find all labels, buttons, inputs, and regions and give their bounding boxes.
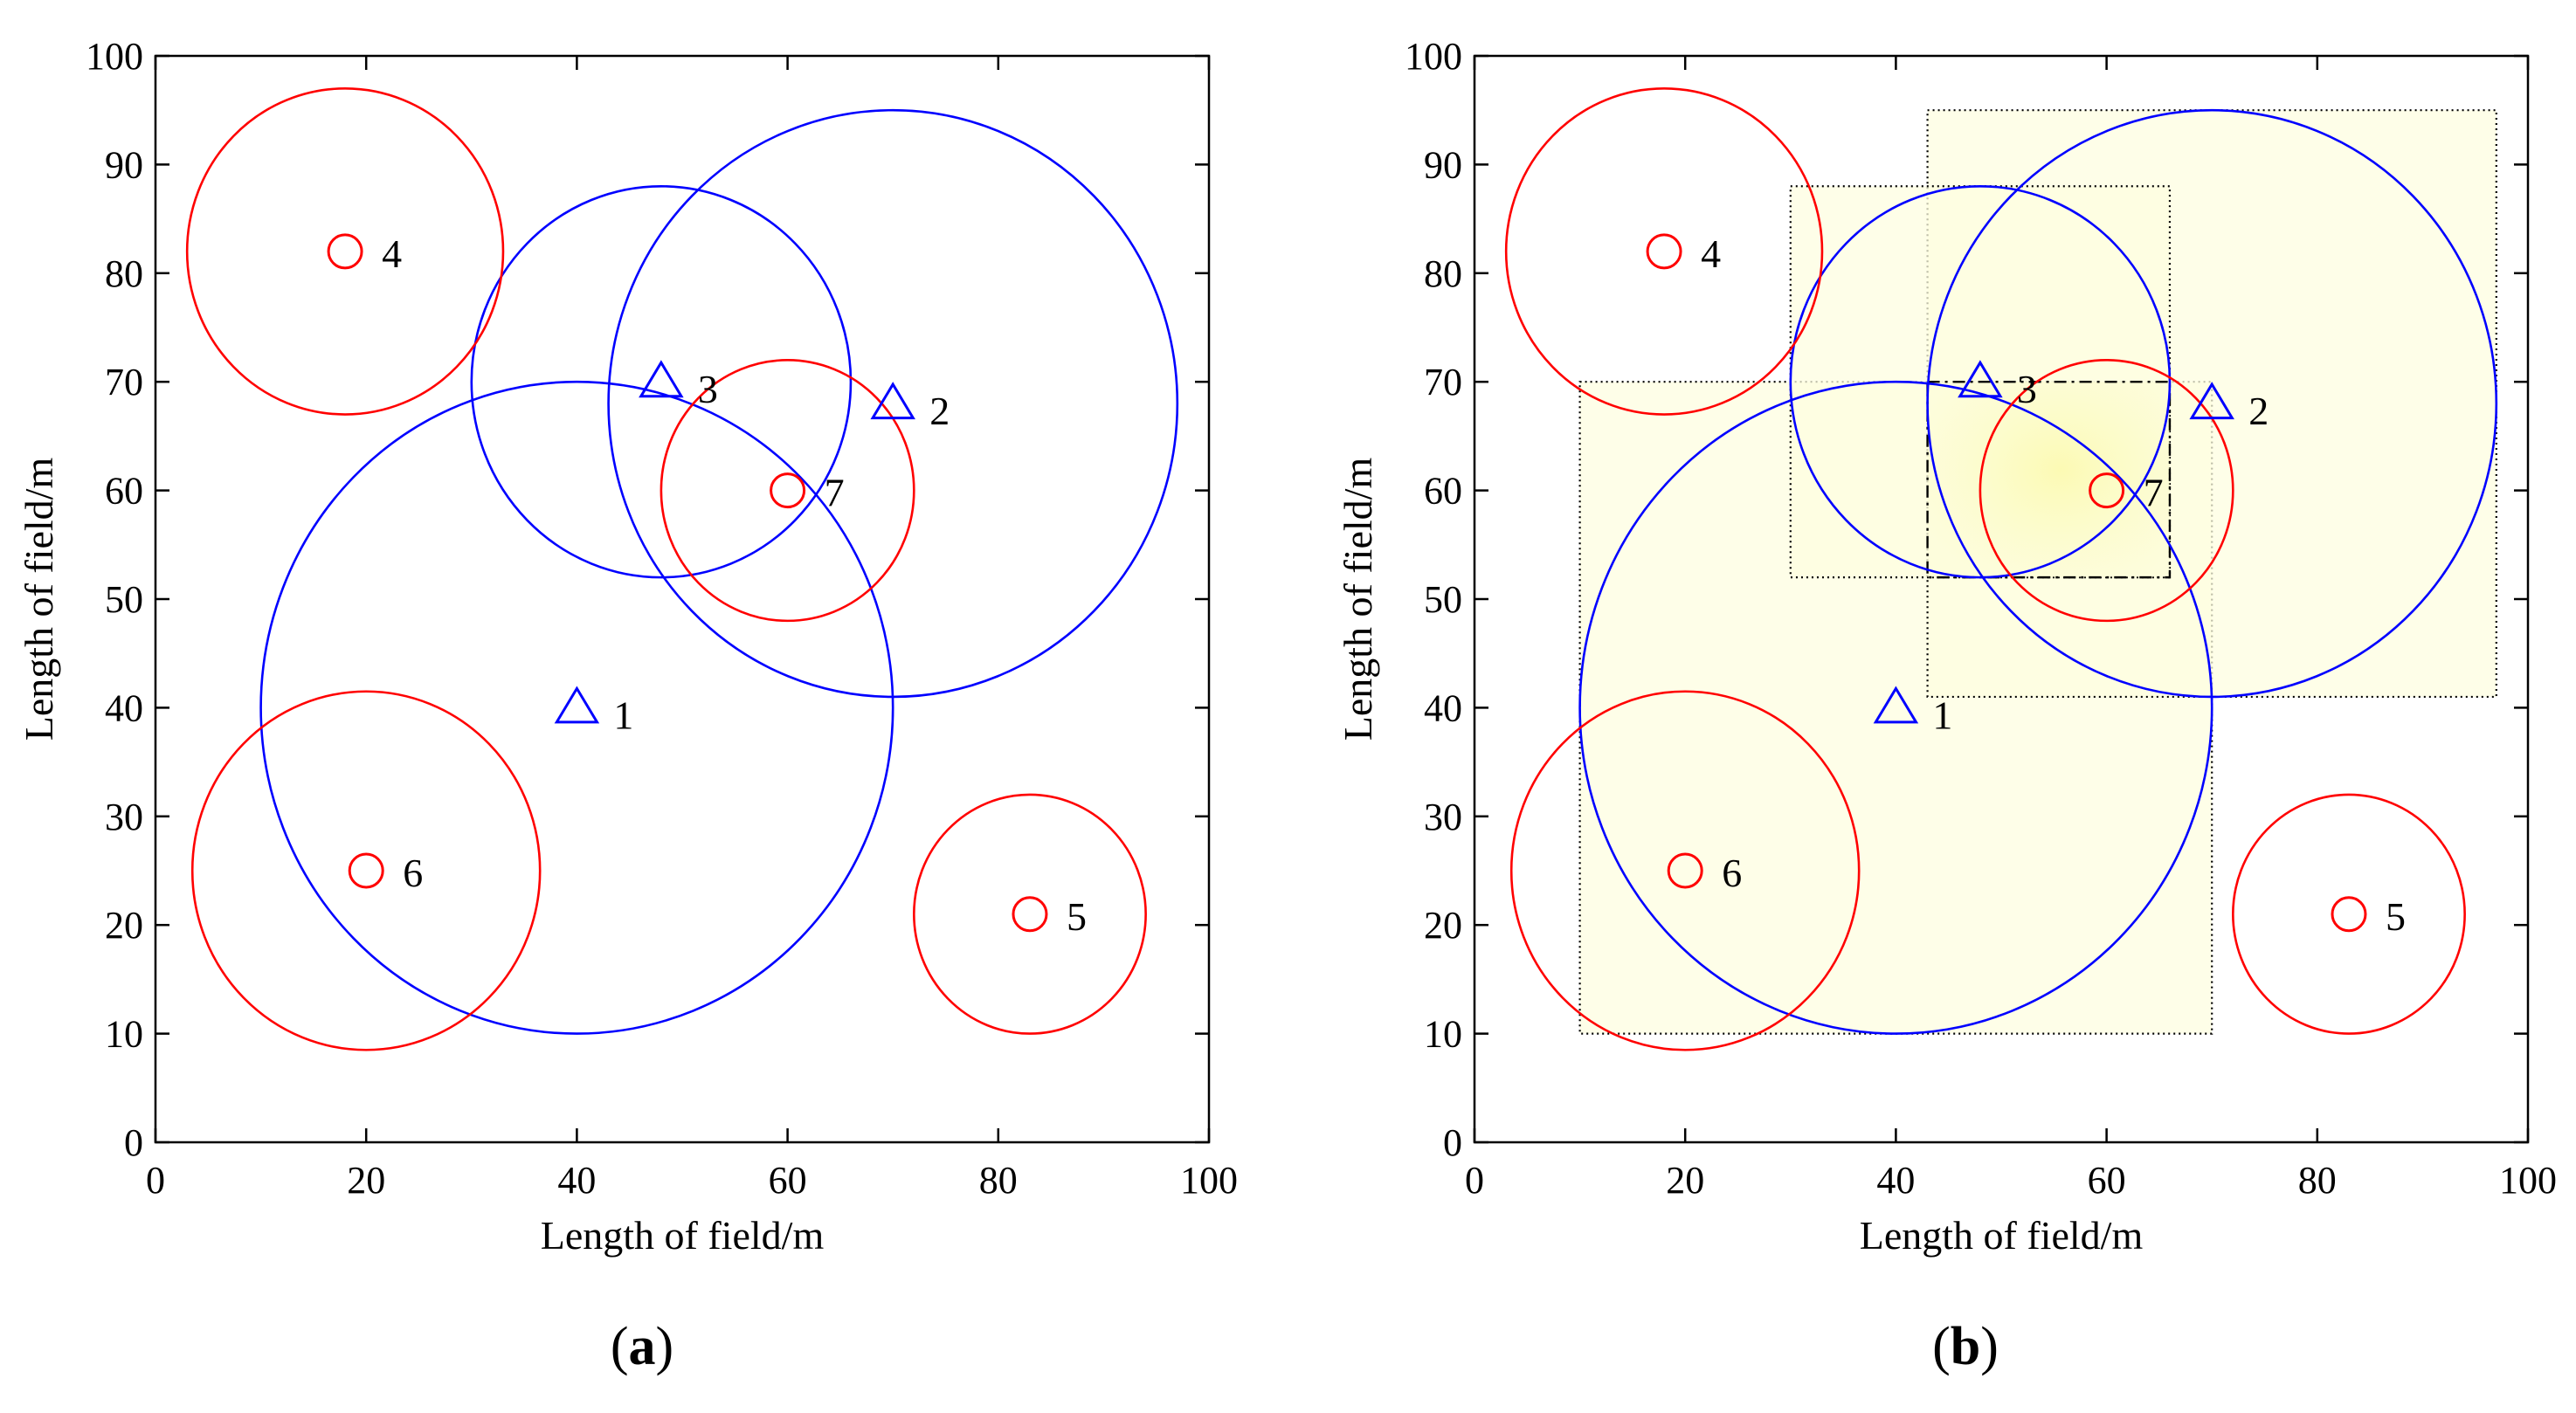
bounding-box-intersection <box>1926 381 2172 579</box>
y-tick-label: 20 <box>105 904 143 947</box>
y-tick-label: 80 <box>1424 252 1462 295</box>
caption-a: (a) <box>611 1317 673 1376</box>
node-marker-5 <box>2331 896 2367 933</box>
x-tick-label: 80 <box>2298 1159 2337 1202</box>
anchor-label-2: 2 <box>2248 389 2269 433</box>
node-range-circle-4 <box>1504 87 1824 416</box>
anchor-range-circle-1 <box>1578 380 2213 1035</box>
node-range-circle-7 <box>660 359 915 623</box>
node-marker-4 <box>1646 233 1682 270</box>
node-marker-7 <box>2089 472 2125 509</box>
node-range-circle-4 <box>185 87 505 416</box>
y-tick-label: 10 <box>105 1013 143 1056</box>
anchor-marker-3 <box>639 360 684 398</box>
y-tick-label: 0 <box>124 1121 143 1164</box>
node-label-6: 6 <box>1722 851 1742 895</box>
y-tick-label: 60 <box>1424 470 1462 513</box>
y-tick-label: 70 <box>105 361 143 403</box>
node-range-circle-6 <box>190 690 542 1051</box>
y-tick-label: 100 <box>1405 35 1462 78</box>
x-tick-label: 60 <box>769 1159 807 1202</box>
x-tick-label: 100 <box>2499 1159 2557 1202</box>
anchor-label-3: 3 <box>2017 367 2037 411</box>
x-tick-label: 60 <box>2088 1159 2126 1202</box>
y-tick-label: 0 <box>1443 1121 1462 1164</box>
anchor-range-circle-1 <box>259 380 894 1035</box>
node-range-circle-6 <box>1509 690 1861 1051</box>
x-tick-label: 100 <box>1180 1159 1238 1202</box>
caption-b: (b) <box>1932 1317 1999 1376</box>
node-marker-6 <box>1667 852 1703 889</box>
node-label-5: 5 <box>1067 894 1087 939</box>
x-tick-label: 40 <box>557 1159 596 1202</box>
x-tick-label: 0 <box>1465 1159 1484 1202</box>
x-tick-label: 0 <box>146 1159 165 1202</box>
x-axis-label: Length of field/m <box>1860 1213 2144 1258</box>
node-marker-5 <box>1012 896 1048 933</box>
x-tick-label: 80 <box>979 1159 1018 1202</box>
y-tick-label: 50 <box>105 578 143 621</box>
node-range-circle-5 <box>2232 793 2466 1035</box>
y-axis-label: Length of field/m <box>17 458 61 741</box>
y-tick-label: 30 <box>105 796 143 838</box>
anchor-marker-2 <box>2189 382 2234 420</box>
y-tick-label: 40 <box>105 686 143 729</box>
y-tick-label: 90 <box>1424 143 1462 186</box>
y-tick-label: 90 <box>105 143 143 186</box>
node-label-7: 7 <box>2144 471 2164 515</box>
node-marker-7 <box>770 472 806 509</box>
node-label-4: 4 <box>1701 231 1721 276</box>
anchor-range-circle-3 <box>1789 184 2172 579</box>
x-tick-label: 40 <box>1876 1159 1915 1202</box>
y-axis-label: Length of field/m <box>1336 458 1380 741</box>
anchor-range-circle-2 <box>1926 108 2498 699</box>
y-tick-label: 20 <box>1424 904 1462 947</box>
anchor-marker-1 <box>1873 686 1919 724</box>
anchor-range-circle-2 <box>607 108 1179 699</box>
node-range-circle-7 <box>1979 359 2234 623</box>
anchor-range-circle-3 <box>470 184 853 579</box>
x-tick-label: 20 <box>1666 1159 1704 1202</box>
anchor-label-3: 3 <box>698 367 718 411</box>
node-label-6: 6 <box>403 851 423 895</box>
anchor-marker-1 <box>554 686 600 724</box>
y-tick-label: 30 <box>1424 796 1462 838</box>
anchor-marker-2 <box>870 382 915 420</box>
y-tick-label: 70 <box>1424 361 1462 403</box>
panel-a-chart: 0 20 40 60 80 100 0 10 20 30 40 50 60 70 80 90 100 Length… <box>17 35 1238 1258</box>
panel-b-chart: 0 20 40 60 80 100 0 10 20 30 40 50 60 70 80 90 100 Length… <box>1336 35 2557 1258</box>
node-label-4: 4 <box>382 231 402 276</box>
node-label-7: 7 <box>825 471 845 515</box>
y-tick-label: 100 <box>86 35 143 78</box>
node-marker-4 <box>327 233 363 270</box>
y-tick-label: 40 <box>1424 686 1462 729</box>
x-tick-label: 20 <box>347 1159 385 1202</box>
y-tick-label: 60 <box>105 470 143 513</box>
node-range-circle-5 <box>913 793 1147 1035</box>
x-axis-label: Length of field/m <box>541 1213 825 1258</box>
node-label-5: 5 <box>2386 894 2406 939</box>
y-tick-label: 80 <box>105 252 143 295</box>
anchor-marker-3 <box>1958 360 2003 398</box>
y-tick-label: 50 <box>1424 578 1462 621</box>
anchor-label-1: 1 <box>1932 693 1952 737</box>
node-marker-6 <box>348 852 384 889</box>
anchor-label-1: 1 <box>613 693 633 737</box>
anchor-label-2: 2 <box>929 389 950 433</box>
y-tick-label: 10 <box>1424 1013 1462 1056</box>
